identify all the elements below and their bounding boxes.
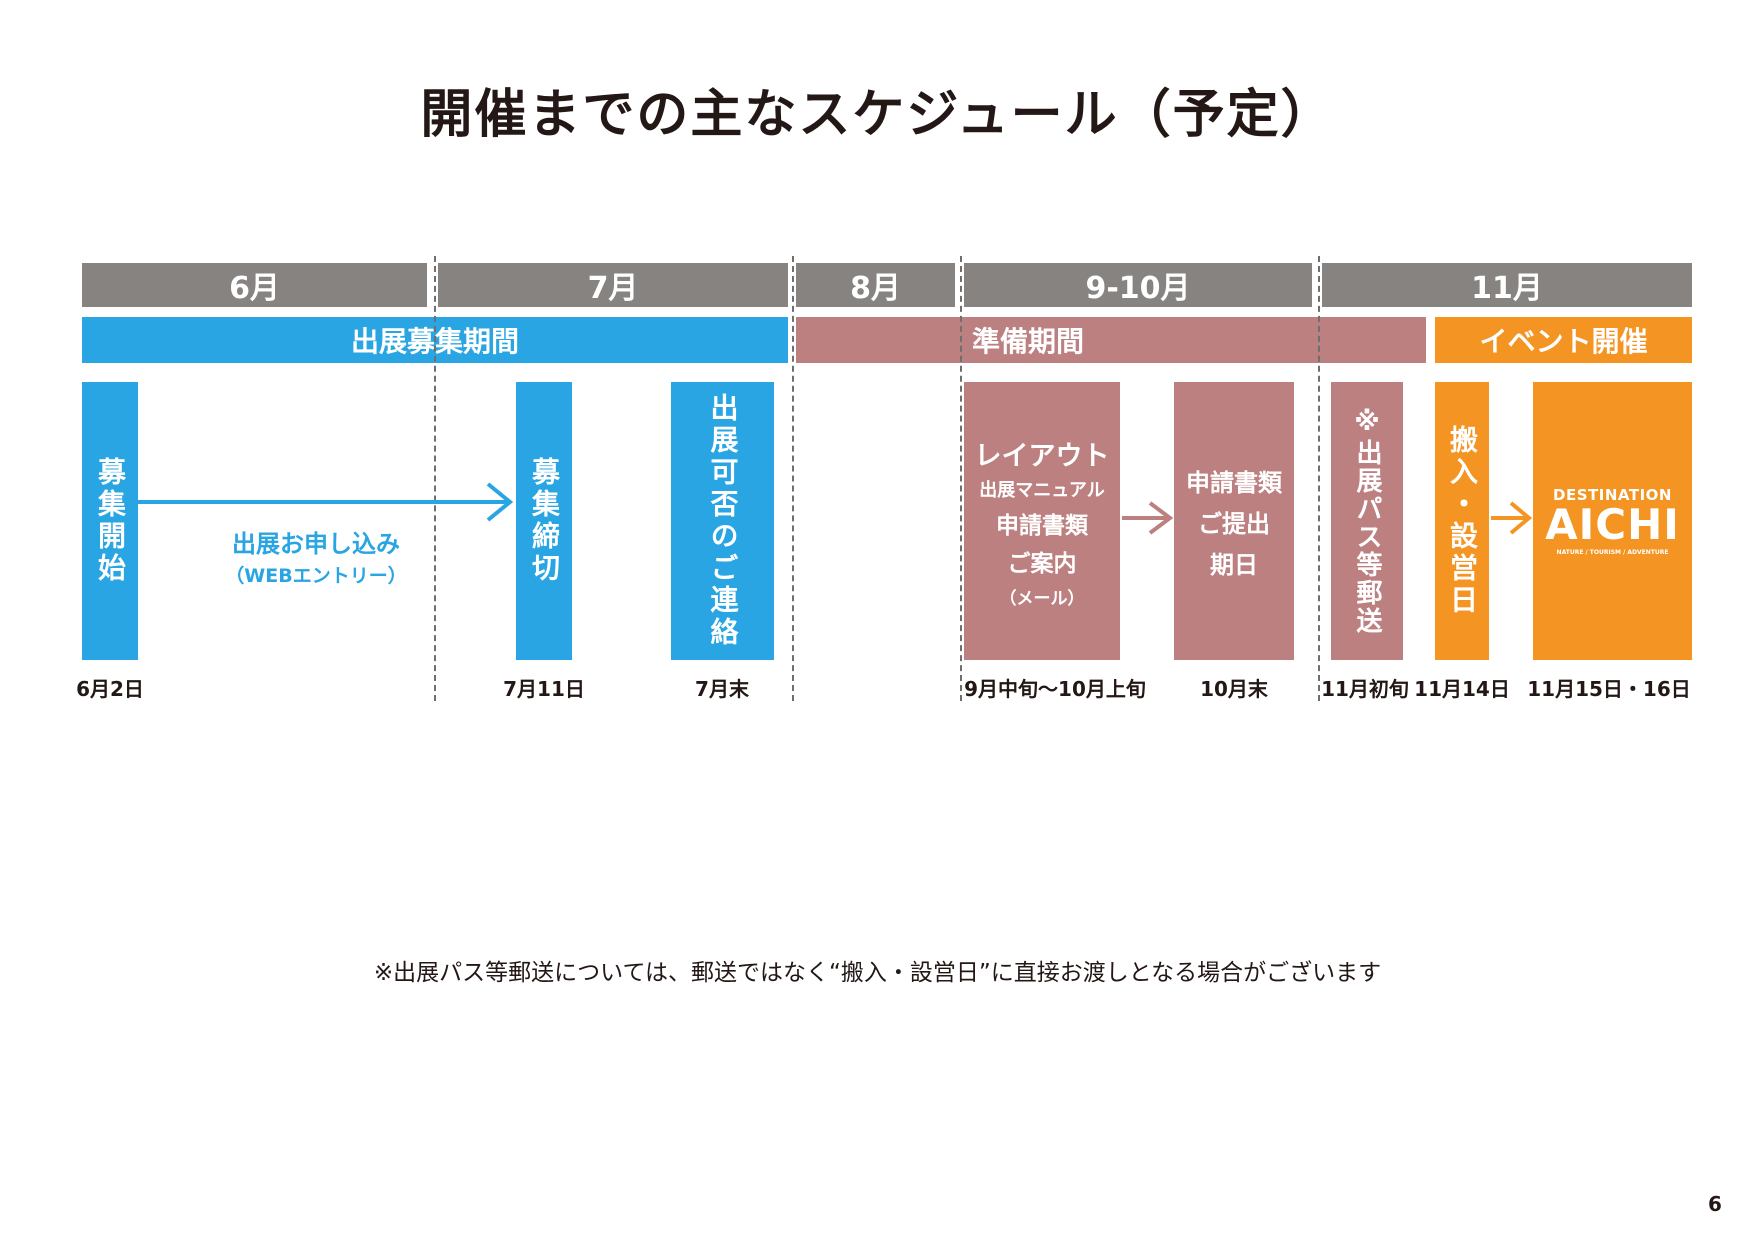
- month-header-november: 11月: [1322, 263, 1692, 307]
- month-header-sep-oct: 9-10月: [964, 263, 1312, 307]
- page-title: 開催までの主なスケジュール（予定）: [420, 85, 1335, 145]
- phase-event-label: イベント開催: [1479, 325, 1648, 358]
- month-header-july: 7月: [438, 263, 788, 307]
- footnote: ※出展パス等郵送については、郵送ではなく“搬入・設営日”に直接お渡しとなる場合が…: [373, 960, 1382, 986]
- date-pass-mailing: 11月初旬: [1321, 677, 1409, 701]
- application-label-main: 出展お申し込み: [232, 530, 400, 558]
- step-recruit-end-label: 募集締切: [528, 457, 561, 585]
- date-submission: 10月末: [1200, 677, 1268, 701]
- layout-line5: （メール）: [999, 588, 1085, 609]
- logo-destination: DESTINATION: [1553, 486, 1672, 504]
- logo-aichi: AICHI: [1545, 500, 1680, 549]
- step-submission-deadline: 申請書類 ご提出 期日: [1174, 382, 1294, 660]
- step-pass-mailing: ※出展パス等郵送: [1331, 382, 1403, 660]
- step-layout-info: レイアウト 出展マニュアル 申請書類 ご案内 （メール）: [964, 382, 1120, 660]
- application-arrow-icon: [138, 482, 514, 522]
- step-recruit-start: 募集開始: [82, 382, 138, 660]
- arrow-right-icon: [1122, 501, 1174, 535]
- step-pass-mailing-label: ※出展パス等郵送: [1352, 407, 1382, 635]
- submission-line3: 期日: [1210, 550, 1258, 579]
- date-layout-info: 9月中旬〜10月上旬: [964, 677, 1146, 701]
- date-recruit-end: 7月11日: [503, 677, 585, 701]
- page-number: 6: [1708, 1192, 1722, 1216]
- layout-line2: 出展マニュアル: [979, 479, 1105, 501]
- month-divider: [792, 256, 794, 701]
- month-divider: [434, 256, 436, 701]
- phase-event: イベント開催: [1435, 317, 1692, 363]
- step-result-notice: 出展可否のご連絡: [671, 382, 774, 660]
- logo-tagline: NATURE / TOURISM / ADVENTURE: [1556, 549, 1669, 556]
- date-event: 11月15日・16日: [1527, 677, 1691, 701]
- step-setup-day-label: 搬入・設営日: [1446, 425, 1479, 617]
- arrow-right-icon: [1491, 501, 1533, 535]
- layout-line3: 申請書類: [996, 512, 1088, 539]
- submission-line2: ご提出: [1198, 509, 1270, 538]
- month-header-august: 8月: [796, 263, 955, 307]
- step-result-notice-label: 出展可否のご連絡: [706, 393, 740, 649]
- layout-line4: ご案内: [1007, 550, 1077, 577]
- step-setup-day: 搬入・設営日: [1435, 382, 1489, 660]
- layout-line1: レイアウト: [974, 440, 1110, 472]
- date-setup-day: 11月14日: [1414, 677, 1510, 701]
- event-logo: DESTINATION AICHI NATURE / TOURISM / ADV…: [1533, 382, 1692, 660]
- phase-preparation: 準備期間: [796, 317, 1426, 363]
- application-label-sub: （WEBエントリー）: [225, 565, 407, 587]
- month-divider: [960, 256, 962, 701]
- date-recruit-start: 6月2日: [76, 677, 144, 701]
- date-result-notice: 7月末: [695, 677, 749, 701]
- step-recruit-end: 募集締切: [516, 382, 572, 660]
- month-header-june: 6月: [82, 263, 427, 307]
- submission-line1: 申請書類: [1186, 468, 1282, 497]
- step-recruit-start-label: 募集開始: [94, 457, 127, 585]
- month-divider: [1318, 256, 1320, 701]
- application-label: 出展お申し込み （WEBエントリー）: [200, 524, 432, 588]
- phase-preparation-label: 準備期間: [972, 325, 1085, 358]
